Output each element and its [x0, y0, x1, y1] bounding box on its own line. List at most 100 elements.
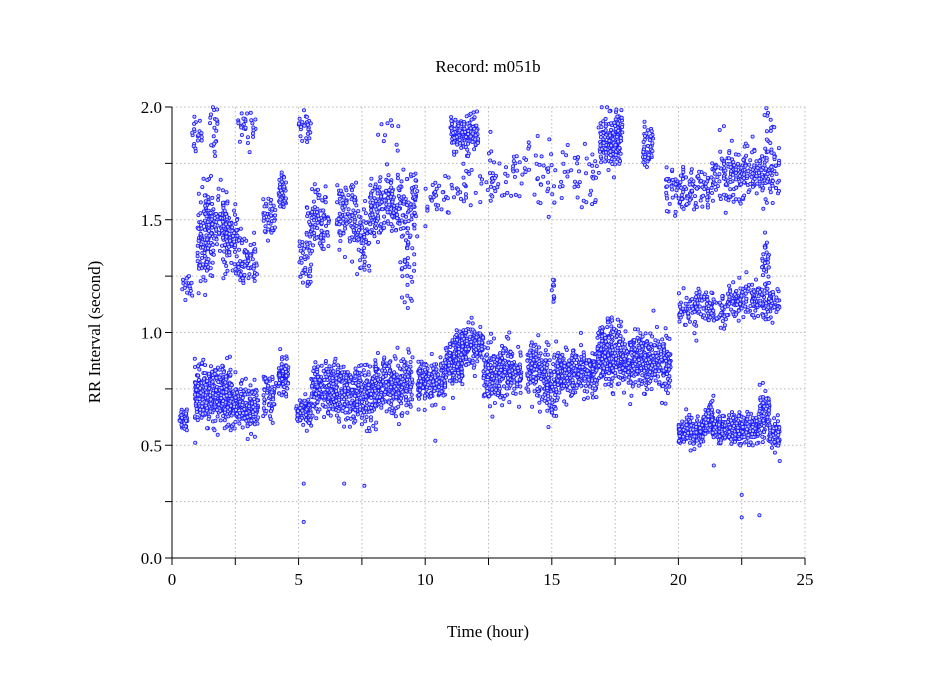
data-point: [459, 366, 464, 371]
data-point: [746, 412, 751, 417]
data-point: [772, 450, 777, 455]
data-point: [469, 315, 474, 320]
data-point: [562, 364, 567, 369]
data-point: [224, 387, 229, 392]
data-point: [643, 358, 648, 363]
data-point: [651, 308, 656, 313]
data-point: [614, 356, 619, 361]
data-point: [268, 213, 273, 218]
data-point: [310, 413, 315, 418]
data-point: [667, 336, 672, 341]
data-point: [356, 382, 361, 387]
data-point: [208, 393, 213, 398]
data-point: [501, 373, 506, 378]
data-point: [317, 407, 322, 412]
data-point: [410, 355, 415, 360]
data-point: [193, 440, 198, 445]
data-point: [507, 369, 512, 374]
data-point: [331, 393, 336, 398]
data-point: [208, 409, 213, 414]
data-point: [620, 377, 625, 382]
data-point: [469, 339, 474, 344]
data-point: [196, 291, 201, 296]
data-point: [313, 377, 318, 382]
data-point: [311, 369, 316, 374]
data-point: [645, 387, 650, 392]
data-point: [466, 346, 471, 351]
data-point: [183, 297, 188, 302]
data-point: [195, 250, 200, 255]
data-point: [203, 278, 208, 283]
data-point: [222, 418, 227, 423]
data-point: [776, 443, 781, 448]
data-point: [217, 375, 222, 380]
data-point: [612, 326, 617, 331]
data-point: [422, 407, 427, 412]
data-point: [507, 330, 512, 335]
chart-title: Record: m051b: [435, 57, 540, 76]
data-point: [249, 401, 254, 406]
data-point: [389, 410, 394, 415]
data-point: [269, 226, 274, 231]
data-point: [727, 413, 732, 418]
data-point: [374, 420, 379, 425]
data-point: [239, 391, 244, 396]
data-point: [454, 328, 459, 333]
data-point: [617, 329, 622, 334]
data-point: [607, 356, 612, 361]
data-point: [229, 242, 234, 247]
data-point: [387, 360, 392, 365]
data-point: [373, 427, 378, 432]
data-point: [695, 414, 700, 419]
data-point: [654, 324, 659, 329]
data-point: [666, 363, 671, 368]
data-point: [518, 373, 523, 378]
data-point: [600, 370, 605, 375]
data-point: [733, 432, 738, 437]
data-point: [587, 384, 592, 389]
data-point: [310, 403, 315, 408]
data-point: [284, 363, 289, 368]
data-point: [239, 381, 244, 386]
data-point: [590, 366, 595, 371]
data-point: [384, 409, 389, 414]
data-point: [262, 211, 267, 216]
data-point: [526, 364, 531, 369]
data-point: [184, 276, 189, 281]
data-point: [206, 417, 211, 422]
data-point: [253, 407, 258, 412]
data-point: [573, 355, 578, 360]
data-point: [703, 412, 708, 417]
data-point: [703, 431, 708, 436]
data-point: [195, 418, 200, 423]
data-point: [221, 276, 226, 281]
data-point: [383, 373, 388, 378]
data-point: [312, 395, 317, 400]
data-point: [740, 425, 745, 430]
data-point: [350, 380, 355, 385]
data-point: [603, 382, 608, 387]
data-point: [768, 436, 773, 441]
data-point: [418, 383, 423, 388]
data-point: [372, 398, 377, 403]
data-point: [485, 380, 490, 385]
data-point: [711, 421, 716, 426]
data-point: [493, 370, 498, 375]
data-point: [266, 383, 271, 388]
data-point: [198, 390, 203, 395]
data-point: [764, 406, 769, 411]
data-point: [428, 391, 433, 396]
data-point: [200, 185, 205, 190]
data-point: [221, 413, 226, 418]
data-point: [685, 435, 690, 440]
data-point: [508, 354, 513, 359]
data-point: [563, 367, 568, 372]
data-point: [408, 389, 413, 394]
data-point: [215, 432, 220, 437]
data-point: [185, 290, 190, 295]
data-point: [437, 391, 442, 396]
data-point: [595, 346, 600, 351]
data-point: [684, 422, 689, 427]
data-point: [313, 391, 318, 396]
data-point: [336, 408, 341, 413]
